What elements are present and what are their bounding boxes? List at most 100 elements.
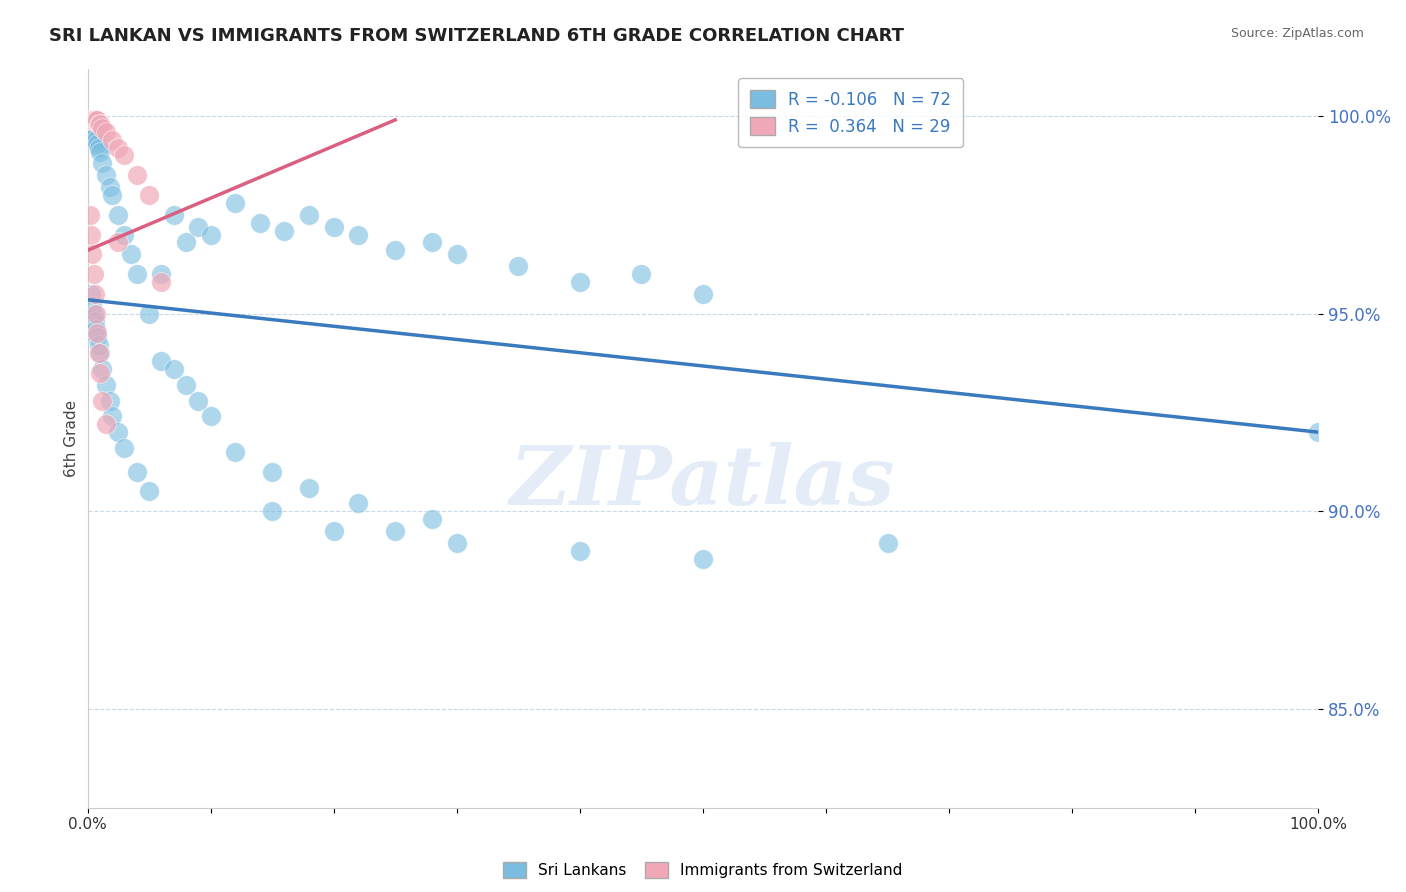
Point — [249, 216, 271, 230]
Y-axis label: 6th Grade: 6th Grade — [65, 400, 79, 476]
Point — [114, 148, 136, 162]
Point — [86, 136, 108, 151]
Point — [101, 188, 124, 202]
Point — [94, 168, 117, 182]
Point — [82, 120, 104, 135]
Point — [298, 208, 321, 222]
Point — [86, 112, 108, 127]
Point — [125, 465, 148, 479]
Point — [80, 286, 103, 301]
Point — [91, 393, 114, 408]
Point — [138, 188, 160, 202]
Point — [1308, 425, 1330, 439]
Point — [446, 247, 468, 261]
Point — [82, 247, 104, 261]
Point — [84, 322, 107, 336]
Point — [94, 125, 117, 139]
Point — [82, 112, 104, 127]
Point — [101, 133, 124, 147]
Point — [83, 267, 105, 281]
Point — [98, 180, 121, 194]
Point — [200, 227, 222, 242]
Point — [298, 481, 321, 495]
Point — [107, 425, 129, 439]
Point — [87, 117, 110, 131]
Point — [87, 140, 110, 154]
Point — [262, 465, 284, 479]
Point — [83, 307, 105, 321]
Point — [174, 235, 197, 250]
Point — [91, 120, 114, 135]
Point — [446, 536, 468, 550]
Point — [420, 235, 443, 250]
Point — [107, 235, 129, 250]
Point — [80, 227, 103, 242]
Point — [84, 286, 107, 301]
Point — [200, 409, 222, 424]
Point — [384, 244, 406, 258]
Point — [94, 417, 117, 432]
Point — [138, 484, 160, 499]
Point — [150, 275, 173, 289]
Text: SRI LANKAN VS IMMIGRANTS FROM SWITZERLAND 6TH GRADE CORRELATION CHART: SRI LANKAN VS IMMIGRANTS FROM SWITZERLAN… — [49, 27, 904, 45]
Point — [150, 354, 173, 368]
Point — [163, 208, 186, 222]
Legend: R = -0.106   N = 72, R =  0.364   N = 29: R = -0.106 N = 72, R = 0.364 N = 29 — [738, 78, 963, 147]
Point — [224, 445, 246, 459]
Point — [224, 195, 246, 210]
Point — [87, 346, 110, 360]
Point — [89, 117, 111, 131]
Point — [98, 393, 121, 408]
Point — [84, 307, 107, 321]
Point — [125, 168, 148, 182]
Point — [84, 112, 107, 127]
Point — [187, 393, 209, 408]
Point — [125, 267, 148, 281]
Legend: Sri Lankans, Immigrants from Switzerland: Sri Lankans, Immigrants from Switzerland — [498, 855, 908, 884]
Point — [322, 219, 344, 234]
Point — [347, 496, 370, 510]
Point — [568, 543, 591, 558]
Point — [273, 223, 295, 237]
Point — [89, 346, 111, 360]
Point — [91, 156, 114, 170]
Point — [508, 259, 530, 273]
Point — [568, 275, 591, 289]
Point — [107, 140, 129, 154]
Point — [138, 307, 160, 321]
Point — [79, 112, 101, 127]
Point — [114, 441, 136, 455]
Point — [94, 377, 117, 392]
Point — [692, 286, 714, 301]
Point — [89, 366, 111, 380]
Point — [83, 112, 105, 127]
Point — [107, 208, 129, 222]
Point — [630, 267, 652, 281]
Point — [347, 227, 370, 242]
Point — [86, 326, 108, 341]
Point — [84, 314, 107, 328]
Point — [79, 112, 101, 127]
Point — [384, 524, 406, 538]
Point — [163, 362, 186, 376]
Point — [80, 117, 103, 131]
Point — [89, 145, 111, 159]
Point — [322, 524, 344, 538]
Point — [79, 208, 101, 222]
Point — [91, 362, 114, 376]
Text: ZIPatlas: ZIPatlas — [510, 442, 896, 523]
Point — [174, 377, 197, 392]
Point — [84, 133, 107, 147]
Point — [84, 128, 107, 143]
Point — [84, 112, 107, 127]
Point — [120, 247, 142, 261]
Point — [187, 219, 209, 234]
Point — [420, 512, 443, 526]
Point — [692, 551, 714, 566]
Point — [262, 504, 284, 518]
Point — [82, 299, 104, 313]
Point — [87, 338, 110, 352]
Point — [101, 409, 124, 424]
Text: Source: ZipAtlas.com: Source: ZipAtlas.com — [1230, 27, 1364, 40]
Point — [80, 112, 103, 127]
